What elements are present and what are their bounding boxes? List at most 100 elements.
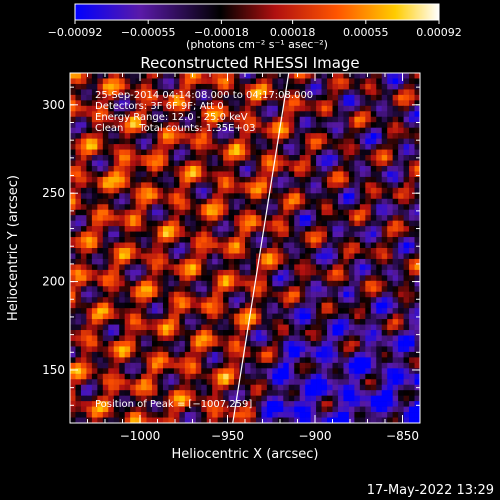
heatmap-cell xyxy=(398,204,404,211)
heatmap-cell xyxy=(70,242,76,249)
heatmap-cell xyxy=(277,264,284,271)
heatmap-cell xyxy=(348,83,355,90)
heatmap-cell xyxy=(365,138,372,145)
heatmap-cell xyxy=(201,209,208,216)
heatmap-cell xyxy=(261,297,268,303)
heatmap-cell xyxy=(228,390,235,396)
heatmap-cell xyxy=(381,78,388,85)
heatmap-cell xyxy=(387,226,393,232)
heatmap-cell xyxy=(414,308,420,314)
heatmap-cell xyxy=(376,313,383,320)
heatmap-cell xyxy=(261,357,268,364)
heatmap-cell xyxy=(337,83,344,90)
heatmap-cell xyxy=(381,269,388,276)
heatmap-cell xyxy=(359,379,366,386)
heatmap-cell xyxy=(365,357,372,364)
heatmap-cell xyxy=(173,280,180,287)
heatmap-cell xyxy=(108,111,115,118)
heatmap-cell xyxy=(97,406,104,413)
heatmap-cell xyxy=(212,94,218,101)
heatmap-cell xyxy=(337,302,344,309)
heatmap-cell xyxy=(348,176,355,183)
heatmap-cell xyxy=(130,83,136,90)
heatmap-cell xyxy=(206,78,213,85)
heatmap-cell xyxy=(157,176,164,183)
heatmap-cell xyxy=(245,308,251,314)
heatmap-cell xyxy=(113,335,120,342)
heatmap-cell xyxy=(272,226,279,232)
heatmap-cell xyxy=(354,313,361,320)
heatmap-cell xyxy=(80,346,87,353)
heatmap-cell xyxy=(201,204,208,211)
heatmap-cell xyxy=(113,319,120,325)
heatmap-cell xyxy=(168,226,175,232)
heatmap-cell xyxy=(354,149,361,156)
heatmap-cell xyxy=(310,160,317,167)
heatmap-cell xyxy=(354,182,361,189)
heatmap-cell xyxy=(206,373,213,380)
heatmap-cell xyxy=(277,324,284,331)
heatmap-cell xyxy=(261,308,268,314)
heatmap-cell xyxy=(272,319,279,325)
heatmap-cell xyxy=(392,155,399,161)
heatmap-cell xyxy=(173,248,180,254)
heatmap-cell xyxy=(398,242,404,249)
heatmap-cell xyxy=(195,280,202,287)
heatmap-cell xyxy=(310,286,317,293)
heatmap-cell xyxy=(223,149,229,156)
heatmap-cell xyxy=(141,165,147,172)
heatmap-cell xyxy=(91,319,98,325)
heatmap-cell xyxy=(217,340,224,347)
heatmap-cell xyxy=(173,171,180,178)
heatmap-cell xyxy=(184,155,191,161)
heatmap-cell xyxy=(201,127,208,134)
heatmap-cell xyxy=(130,226,136,232)
heatmap-cell xyxy=(277,220,284,227)
heatmap-cell xyxy=(354,346,361,353)
heatmap-cell xyxy=(414,401,420,407)
heatmap-cell xyxy=(365,127,372,134)
heatmap-cell xyxy=(212,209,218,216)
heatmap-cell xyxy=(348,346,355,353)
heatmap-cell xyxy=(266,319,273,325)
heatmap-cell xyxy=(157,193,164,200)
heatmap-cell xyxy=(141,357,147,364)
heatmap-cell xyxy=(337,226,344,232)
heatmap-cell xyxy=(343,94,350,101)
heatmap-cell xyxy=(206,165,213,172)
heatmap-cell xyxy=(179,264,186,271)
heatmap-cell xyxy=(414,198,420,205)
heatmap-cell xyxy=(141,231,147,238)
heatmap-cell xyxy=(414,116,420,123)
heatmap-cell xyxy=(403,275,410,282)
heatmap-cell xyxy=(277,313,284,320)
heatmap-cell xyxy=(250,127,257,134)
heatmap-cell xyxy=(80,231,87,238)
heatmap-cell xyxy=(162,94,169,101)
heatmap-cell xyxy=(392,111,399,118)
heatmap-cell xyxy=(195,275,202,282)
heatmap-cell xyxy=(80,187,87,194)
heatmap-cell xyxy=(354,198,361,205)
heatmap-cell xyxy=(376,89,383,96)
heatmap-cell xyxy=(316,351,322,358)
heatmap-cell xyxy=(228,384,235,391)
heatmap-cell xyxy=(201,313,208,320)
heatmap-cell xyxy=(398,373,404,380)
heatmap-cell xyxy=(337,215,344,221)
heatmap-cell xyxy=(113,357,120,364)
heatmap-cell xyxy=(370,351,377,358)
heatmap-cell xyxy=(250,198,257,205)
heatmap-cell xyxy=(179,155,186,161)
heatmap-cell xyxy=(119,248,125,254)
heatmap-cell xyxy=(261,73,268,79)
heatmap-cell xyxy=(108,187,115,194)
heatmap-cell xyxy=(119,395,125,402)
colorbar-tick-label: 0.00018 xyxy=(270,26,316,39)
heatmap-cell xyxy=(70,237,76,243)
heatmap-cell xyxy=(376,384,383,391)
heatmap-cell xyxy=(146,220,153,227)
heatmap-cell xyxy=(190,335,197,342)
heatmap-cell xyxy=(409,368,415,375)
heatmap-cell xyxy=(348,286,355,293)
